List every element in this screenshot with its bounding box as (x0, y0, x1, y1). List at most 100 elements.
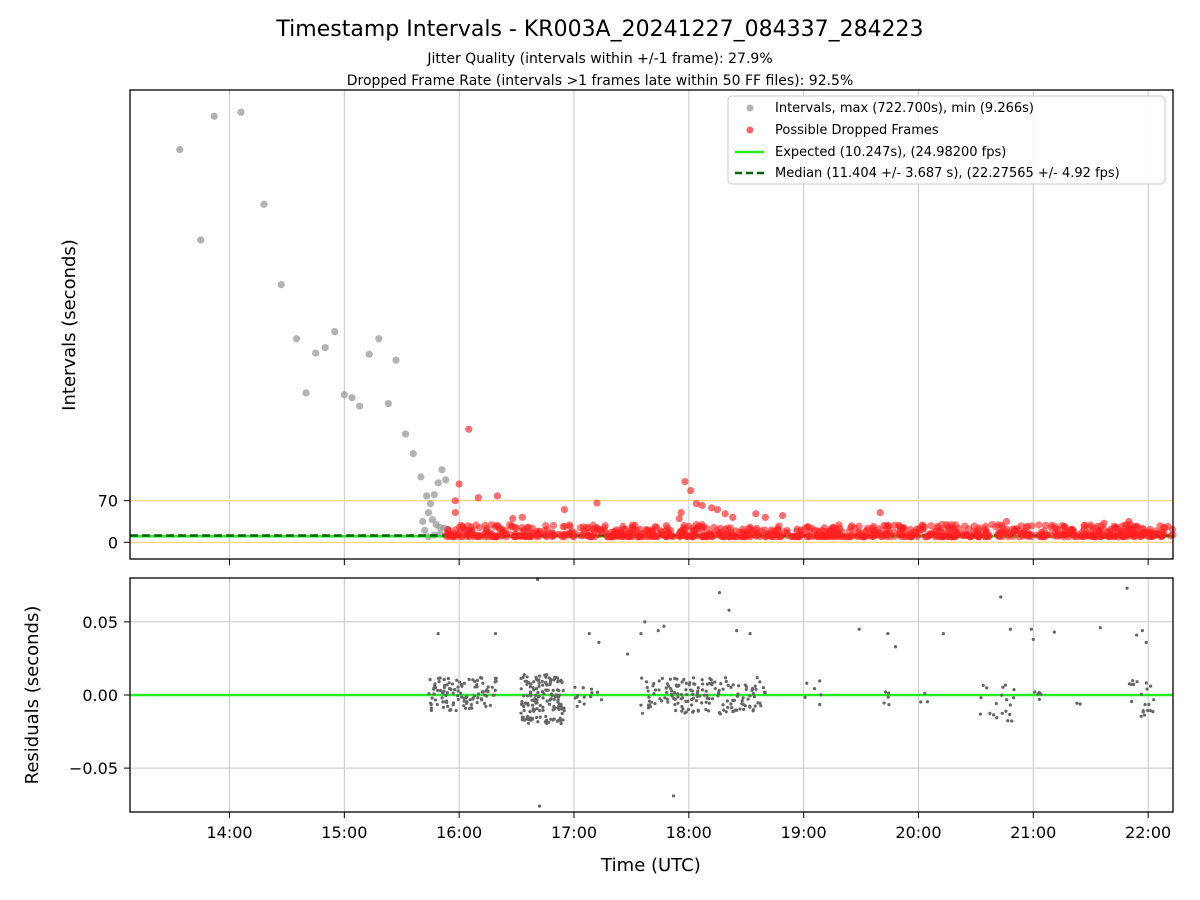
residual-point (544, 714, 548, 719)
residual-point (456, 689, 460, 693)
dropped-frame-point (524, 524, 532, 532)
residual-point (1135, 680, 1139, 684)
interval-point (312, 349, 320, 357)
residual-point (665, 691, 669, 695)
residual-point (442, 677, 446, 682)
residual-point (666, 700, 670, 704)
dropped-frame-point (1046, 531, 1054, 539)
residual-point (1052, 630, 1056, 634)
residual-point (639, 703, 643, 707)
residual-point (519, 711, 523, 715)
residual-point (700, 701, 704, 705)
legend-expected-label: Expected (10.247s), (24.98200 fps) (775, 145, 1006, 160)
residual-point (676, 692, 680, 696)
residual-point (429, 701, 433, 705)
residual-point (595, 690, 600, 694)
dropped-frame-point (698, 533, 706, 541)
residual-point (528, 685, 532, 689)
residual-point (725, 699, 729, 703)
residual-point (667, 684, 671, 688)
residual-point (753, 684, 757, 688)
residual-point (541, 683, 545, 687)
residual-point (685, 692, 689, 697)
residual-point (640, 711, 645, 715)
residual-point (1006, 719, 1010, 723)
residual-point (1008, 703, 1012, 707)
residual-point (646, 689, 650, 693)
dropped-frame-point (1127, 527, 1135, 535)
residual-point (721, 703, 725, 707)
dropped-frame-point (681, 478, 689, 486)
residual-point (484, 689, 488, 693)
residual-point (576, 693, 580, 698)
residual-point (684, 699, 688, 704)
dropped-frame-point (820, 533, 828, 541)
x-tick-label: 22:00 (1125, 823, 1171, 842)
dropped-frame-point (1040, 532, 1048, 541)
residual-point (526, 721, 531, 725)
dropped-frame-point (890, 532, 899, 540)
residual-point (558, 716, 562, 720)
residual-point (453, 687, 457, 692)
dropped-frame-point (954, 530, 962, 538)
residual-point (688, 681, 692, 685)
residual-point (541, 708, 545, 712)
residual-point (893, 645, 898, 649)
dropped-frame-point (455, 480, 463, 488)
dropped-frame-point (618, 529, 626, 537)
residual-point (1012, 688, 1016, 692)
residual-point (707, 701, 712, 705)
residual-point (710, 697, 715, 701)
interval-point (210, 112, 218, 120)
dropped-frame-point (855, 522, 863, 530)
residual-point (536, 690, 540, 695)
residual-point (573, 685, 577, 689)
dropped-frame-point (935, 532, 943, 540)
residual-point (589, 695, 593, 699)
residual-point (704, 707, 708, 712)
dropped-frame-point (761, 513, 769, 521)
residual-point (582, 695, 586, 699)
residual-point (484, 704, 488, 709)
residual-point (857, 627, 861, 631)
dropped-frame-point (499, 531, 507, 540)
legend-box (727, 95, 1166, 185)
interval-point (409, 450, 417, 458)
residual-point (519, 687, 523, 691)
residual-point (1144, 640, 1148, 644)
residuals-y-axis-label: Residuals (seconds) (22, 606, 43, 785)
residual-point (751, 692, 756, 696)
residual-point (741, 696, 745, 700)
residual-point (680, 680, 684, 684)
residual-point (551, 718, 555, 722)
residual-point (731, 683, 735, 687)
residual-point (429, 706, 433, 710)
residual-point (520, 700, 524, 704)
residual-point (679, 693, 684, 697)
dropped-frame-point (1111, 524, 1119, 532)
dropped-frame-point (648, 527, 657, 536)
residual-point (522, 673, 526, 677)
residual-point (562, 709, 566, 713)
residual-point (1149, 684, 1153, 688)
residual-point (818, 702, 822, 707)
residual-point (1145, 687, 1149, 691)
dropped-frame-point (465, 425, 473, 433)
residual-point (559, 702, 563, 707)
dropped-frame-point (938, 520, 946, 529)
residual-point (544, 718, 549, 722)
residual-point (481, 681, 485, 685)
residual-point (427, 692, 431, 696)
residual-point (1125, 586, 1129, 590)
residual-point (710, 683, 714, 687)
dropped-frame-point (1070, 530, 1078, 538)
dropped-frame-point (565, 521, 574, 529)
residual-point (729, 685, 733, 689)
residual-point (540, 690, 545, 694)
residual-point (460, 684, 464, 688)
residual-point (465, 701, 469, 705)
residual-point (522, 704, 526, 709)
residual-point (535, 715, 539, 720)
dropped-frame-point (1060, 523, 1068, 531)
residual-point (451, 691, 455, 695)
